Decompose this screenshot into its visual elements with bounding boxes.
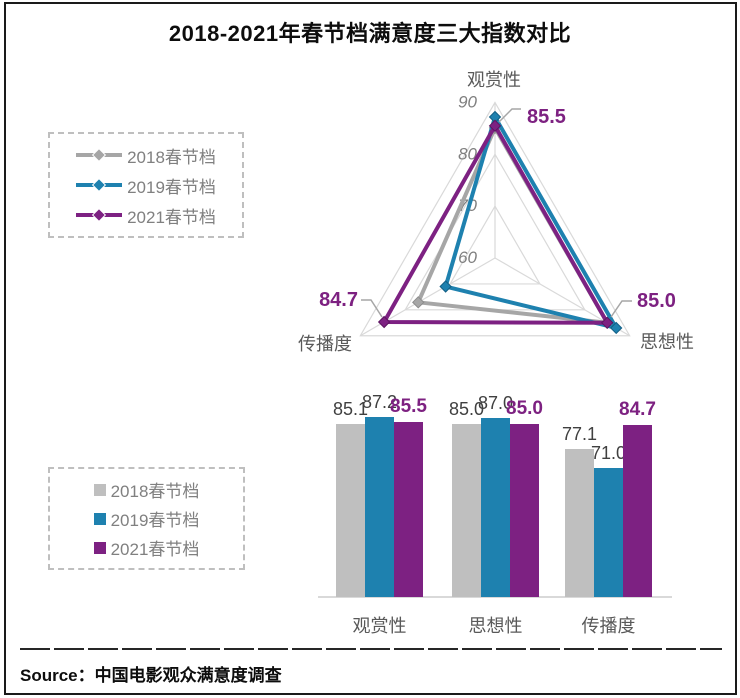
radar-series-2019春节档 [443,115,619,330]
bar-value-label: 71.0 [590,442,627,463]
legend-item-2021: 2021春节档 [76,203,216,228]
bar-value-label: 85.1 [332,398,369,419]
bar-2021春节档-观赏性 [394,422,423,597]
radar-tick-label: 80 [458,144,477,163]
bar-2019春节档-思想性 [481,417,510,597]
line-marker-icon [76,213,123,217]
radar-grid-ring [359,101,631,337]
data-point-marker [412,296,425,309]
bar-category-label: 传播度 [581,616,636,636]
legend-label: 2018春节档 [127,147,216,167]
bar-value-label: 77.1 [561,423,598,444]
frame-border [4,2,737,695]
legend-label: 2019春节档 [127,177,216,197]
source-separator-line [20,648,722,650]
legend-item-2019: 2019春节档 [76,173,216,198]
radar-legend: 2018春节档 2019春节档 2021春节档 [48,132,244,238]
bar-value-label: 87.2 [361,392,398,412]
bar-2018春节档-观赏性 [336,423,365,597]
source-label: Source：中国电影观众满意度调查 [20,666,282,685]
square-marker-icon [93,512,106,525]
legend-item-2018: 2018春节档 [76,143,216,168]
radar-callout-value: 84.7 [319,289,358,311]
radar-callout-value: 85.0 [637,290,676,312]
legend-item-2018: 2018春节档 [93,477,200,502]
legend-label: 2021春节档 [127,207,216,227]
bar-2019春节档-传播度 [594,467,623,597]
bar-category-label: 思想性 [468,616,523,636]
callout-leader-line [361,299,383,318]
data-point-marker [609,321,623,335]
legend-label: 2021春节档 [110,540,200,559]
line-marker-icon [76,183,123,187]
line-marker-icon [76,153,123,157]
radar-grid-ring [449,204,541,285]
radar-category-label: 观赏性 [467,70,521,90]
callout-leader-line [498,108,521,123]
radar-tick-label: 90 [458,93,477,112]
bar-2018春节档-传播度 [565,448,594,597]
radar-series-2021春节档 [382,123,610,325]
square-marker-icon [93,483,106,496]
radar-tick-label: 60 [458,248,477,267]
legend-label: 2018春节档 [110,482,200,501]
radar-category-label: 传播度 [298,334,352,354]
bar-legend: 2018春节档 2019春节档 2021春节档 [48,467,245,570]
bar-2021春节档-传播度 [623,424,652,597]
radar-callout-value: 85.5 [527,106,566,128]
bar-value-label: 84.7 [619,398,656,420]
legend-item-2021: 2021春节档 [93,535,200,560]
data-point-marker [488,119,502,133]
bar-2019春节档-观赏性 [365,417,394,597]
bar-value-label: 85.0 [506,397,543,419]
page-title: 2018-2021年春节档满意度三大指数对比 [168,21,572,46]
data-point-marker [601,316,614,329]
data-point-marker [439,280,452,293]
square-marker-icon [93,541,106,554]
bar-axis-line [318,596,672,598]
bar-2021春节档-思想性 [510,423,539,597]
bar-value-label: 85.0 [448,398,485,419]
radar-category-label: 思想性 [640,332,694,352]
data-point-marker [377,315,391,329]
bar-2018春节档-思想性 [452,423,481,597]
callout-leader-line [610,300,632,318]
bar-value-label: 85.5 [390,396,427,418]
bar-value-label: 87.0 [477,392,514,413]
legend-item-2019: 2019春节档 [93,506,200,531]
bar-category-label: 观赏性 [352,616,407,636]
legend-label: 2019春节档 [110,511,200,530]
